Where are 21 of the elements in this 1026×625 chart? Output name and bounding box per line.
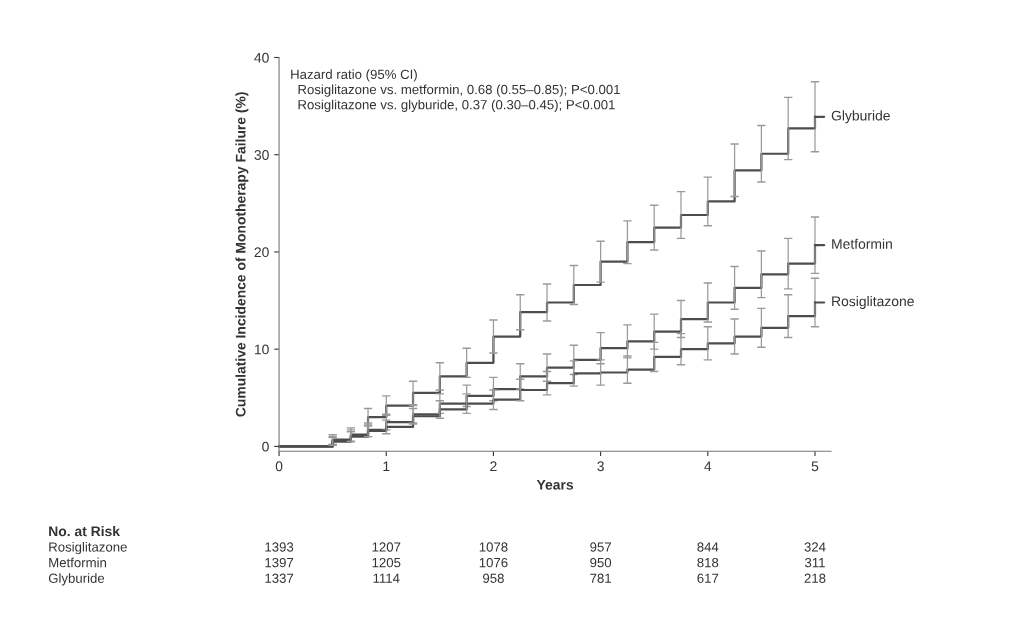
x-tick-label: 1: [383, 461, 390, 472]
x-tick-label: 4: [704, 461, 712, 472]
y-tick-label: 10: [254, 344, 269, 355]
y-tick-label: 30: [254, 150, 269, 160]
y-axis-title: Cumulative Incidence of Monotherapy Failure (%): [235, 92, 249, 417]
x-tick-label: 3: [597, 461, 604, 472]
x-tick-label: 2: [490, 461, 497, 472]
text: Rosiglitazone 1393 1207 1078 957 844 324: [49, 541, 826, 555]
x-axis-title: Years: [536, 479, 574, 490]
x-tick-label: 0: [275, 461, 283, 472]
text: No. at Risk: [49, 526, 121, 537]
text: Glyburide 1337 1114 958 781 617 218: [48, 573, 826, 586]
legend-label: Glyburide: [831, 110, 890, 124]
annotation: Hazard ratio (95% CI) Rosiglitazone vs. metformin, 0.68 (0.55–0.85); P<0.001 Rosiglitazone vs. glyburide, 0.37 (0.30–0.45); P<0.001: [291, 69, 620, 112]
y-tick-label: 40: [254, 52, 269, 63]
y-tick-label: 0: [262, 441, 269, 452]
text: Metformin 1397 1205 1076 950 818 311: [49, 557, 825, 568]
y-tick-label: 20: [254, 247, 269, 258]
legend-label: Rosiglitazone: [832, 296, 914, 309]
legend-label: Metformin: [832, 238, 892, 249]
x-tick-label: 5: [811, 461, 819, 472]
